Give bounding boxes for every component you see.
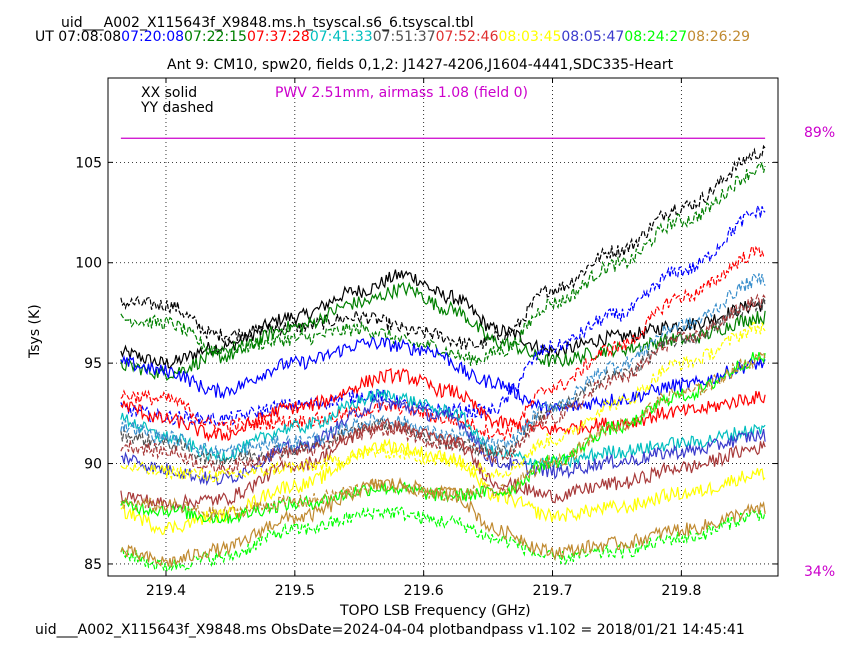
series-layer: [120, 137, 766, 572]
legend-yy-dashed: YY dashed: [141, 100, 214, 116]
series-line-13: [120, 293, 766, 476]
y-tick-label: 85: [84, 557, 102, 573]
y-tick-label: 105: [75, 155, 102, 171]
ticks: 219.4 219.5 219.6 219.7 219.8 85 90 95 100 105: [75, 78, 778, 599]
chart-title: Ant 9: CM10, spw20, fields 0,1,2: J1427-…: [167, 57, 674, 73]
legend-xx-solid: XX solid: [141, 85, 198, 101]
ut-time-9: 08:24:27: [624, 29, 688, 45]
ut-time-7: 08:03:45: [498, 29, 562, 45]
transmission-bottom-label: 34%: [804, 564, 836, 580]
series-line-15: [120, 322, 766, 483]
series-line-3: [120, 162, 766, 366]
series-line-12: [120, 417, 766, 513]
ut-time-4: 07:41:33: [309, 29, 373, 45]
ut-time-0: 07:08:08: [58, 29, 122, 45]
y-tick-label: 90: [84, 457, 102, 473]
series-line-7: [120, 245, 766, 442]
ut-times-row: UT 07:08:0807:20:0807:22:1507:37:2807:41…: [35, 30, 750, 44]
ut-time-2: 07:22:15: [184, 29, 247, 45]
file-title: uid___A002_X115643f_X9848.ms.h_tsyscal.s…: [61, 15, 474, 31]
series-line-5: [120, 203, 766, 427]
series-line-6: [120, 367, 766, 443]
ut-time-8: 08:05:47: [561, 29, 625, 45]
x-tick-label: 219.5: [275, 583, 315, 599]
x-tick-label: 219.6: [404, 583, 444, 599]
series-line-0: [120, 269, 766, 369]
transmission-top-label: 89%: [804, 125, 836, 141]
y-axis-label: Tsys (K): [27, 304, 43, 358]
x-tick-label: 219.8: [661, 583, 701, 599]
series-line-1: [120, 144, 766, 350]
x-axis-label: TOPO LSB Frequency (GHz): [340, 603, 531, 619]
pwv-annotation: PWV 2.51mm, airmass 1.08 (field 0): [275, 85, 529, 101]
x-tick-label: 219.4: [146, 583, 186, 599]
series-line-14: [120, 438, 766, 536]
grid: [108, 78, 778, 576]
footer-text: uid___A002_X115643f_X9848.ms ObsDate=202…: [35, 622, 745, 638]
series-line-9: [120, 397, 766, 486]
series-line-18: [120, 476, 766, 568]
x-tick-label: 219.7: [532, 583, 572, 599]
series-line-19: [120, 351, 766, 521]
ut-times: 07:08:0807:20:0807:22:1507:37:2807:41:33…: [58, 29, 750, 45]
ut-time-3: 07:37:28: [246, 29, 310, 45]
ut-time-5: 07:51:37: [372, 29, 436, 45]
ut-label: UT: [35, 29, 54, 45]
ut-time-6: 07:52:46: [435, 29, 499, 45]
ut-time-1: 07:20:08: [121, 29, 185, 45]
series-line-2: [120, 281, 766, 381]
y-tick-label: 95: [84, 356, 102, 372]
ut-time-10: 08:26:29: [687, 29, 751, 45]
plot-frame: [107, 77, 779, 577]
series-line-4: [120, 336, 766, 418]
y-tick-label: 100: [75, 256, 102, 272]
